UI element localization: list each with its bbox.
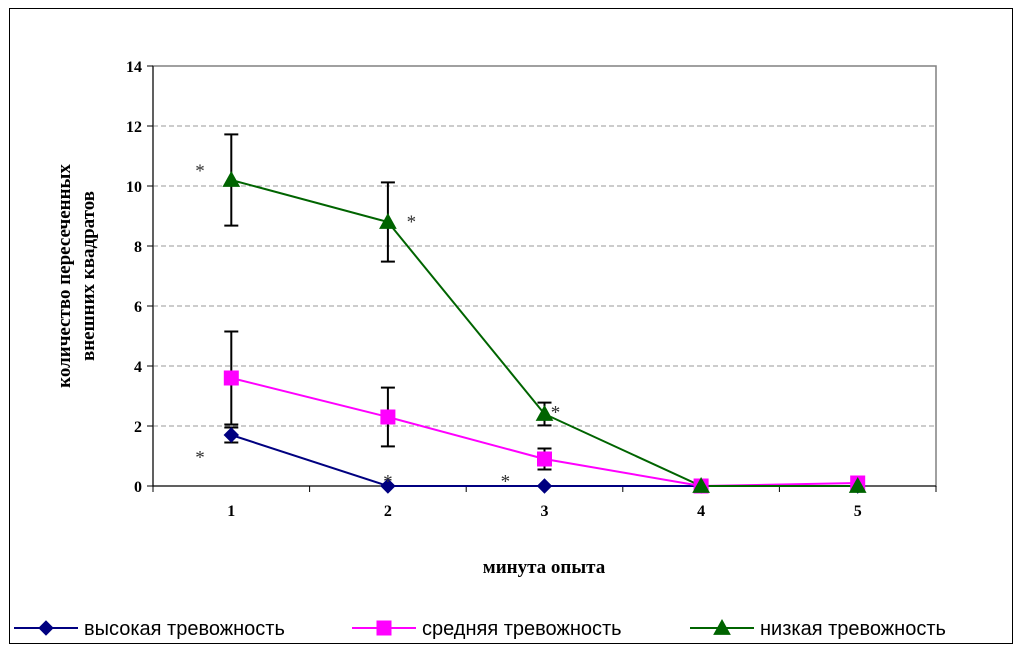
significance-asterisk: * (195, 161, 205, 182)
data-point-triangle (535, 404, 554, 421)
y-axis-title: количество пересеченных внешних квадрато… (54, 164, 99, 388)
data-point-triangle (222, 170, 241, 187)
gridlines (153, 125, 936, 427)
legend-item: средняя тревожность (352, 618, 622, 640)
significance-asterisk: * (551, 403, 561, 424)
legend-item: низкая тревожность (690, 618, 946, 640)
legend: высокая тревожность средняя тревожность ни… (14, 618, 946, 640)
data-point-square (223, 370, 239, 386)
legend-label: низкая тревожность (760, 618, 946, 640)
significance-asterisk: * (383, 472, 393, 493)
significance-asterisk: * (501, 472, 511, 493)
data-point-triangle (848, 476, 867, 493)
data-point-diamond (38, 620, 54, 636)
data-point-square (380, 409, 396, 425)
y-tick-labels: 0 2 4 6 8 10 12 14 (126, 59, 153, 496)
y-tick-label: 12 (126, 119, 142, 136)
chart-frame (9, 8, 1013, 644)
data-point-triangle (692, 476, 710, 493)
significance-asterisk: * (407, 212, 417, 233)
y-tick-label: 6 (134, 299, 142, 316)
x-tick-label: 3 (541, 503, 549, 520)
y-tick-label: 10 (126, 179, 142, 196)
data-point-triangle (713, 618, 731, 635)
y-tick-label: 2 (134, 419, 142, 436)
y-tick-label: 14 (126, 59, 142, 76)
y-tick-label: 4 (134, 359, 142, 376)
significance-annotations: * * * * * * (195, 161, 560, 493)
x-tick-label: 4 (697, 503, 705, 520)
x-tick-label: 1 (227, 503, 235, 520)
x-axis-title: минута опыта (483, 557, 606, 578)
data-point-triangle (379, 212, 397, 229)
significance-asterisk: * (195, 448, 205, 469)
data-point-diamond (380, 478, 396, 494)
data-point-diamond (223, 427, 240, 443)
x-tick-label: 5 (854, 503, 862, 520)
y-axis-title-line-1: количество пересеченных (54, 164, 75, 388)
data-point-square (376, 620, 392, 636)
data-point-diamond (536, 478, 553, 494)
y-axis-title-line-2: внешних квадратов (78, 191, 99, 361)
y-tick-label: 0 (134, 479, 142, 496)
y-tick-label: 8 (134, 239, 142, 256)
legend-label: высокая тревожность (84, 618, 285, 640)
legend-item: высокая тревожность (14, 618, 285, 640)
x-tick-label: 2 (384, 503, 392, 520)
series-markers (222, 170, 867, 494)
legend-label: средняя тревожность (422, 618, 622, 640)
data-point-square (537, 451, 552, 467)
